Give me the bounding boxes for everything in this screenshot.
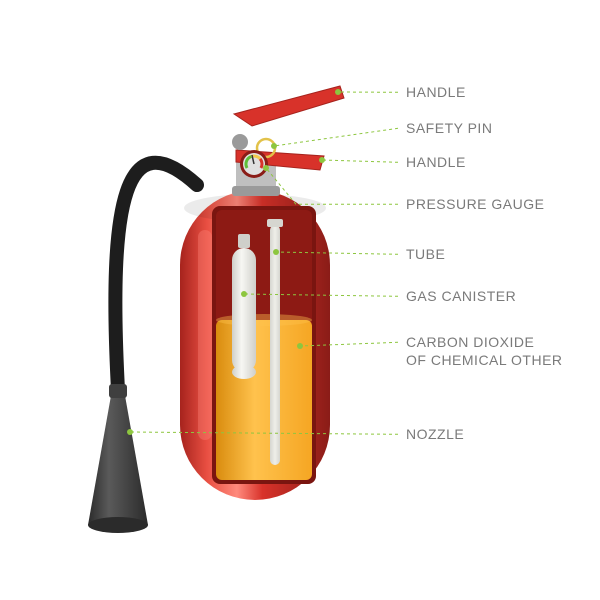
leader-dot-chemical xyxy=(297,343,303,349)
label-handle-top: HANDLE xyxy=(406,84,466,102)
siphon-tube-top xyxy=(267,219,283,227)
handle-top xyxy=(234,86,344,126)
label-nozzle: NOZZLE xyxy=(406,426,464,444)
label-pressure-gauge: PRESSURE GAUGE xyxy=(406,196,544,214)
leader-dot-handle-top xyxy=(335,89,341,95)
neck-ring xyxy=(232,186,280,196)
label-handle-bottom: HANDLE xyxy=(406,154,466,172)
leader-dot-gas-canister xyxy=(241,291,247,297)
nozzle-collar xyxy=(109,384,127,398)
leader-safety-pin xyxy=(274,128,398,146)
diagram-stage: HANDLE SAFETY PIN HANDLE PRESSURE GAUGE TUBE… xyxy=(0,0,600,600)
siphon-tube xyxy=(270,225,280,465)
leader-dot-tube xyxy=(273,249,279,255)
leader-handle-bottom xyxy=(322,160,398,162)
gas-canister-cap xyxy=(238,234,250,248)
nozzle-cone xyxy=(88,390,148,525)
label-tube: TUBE xyxy=(406,246,445,264)
cutaway-liquid xyxy=(216,320,312,480)
leader-dot-handle-bottom xyxy=(319,157,325,163)
leader-dot-pressure-gauge xyxy=(263,165,269,171)
gas-canister xyxy=(232,248,256,372)
label-chemical: CARBON DIOXIDE OF CHEMICAL OTHER xyxy=(406,334,563,369)
nozzle-mouth xyxy=(88,517,148,533)
cylinder-highlight xyxy=(198,230,212,440)
leader-dot-safety-pin xyxy=(271,143,277,149)
handle-pivot xyxy=(232,134,248,150)
leader-dot-nozzle xyxy=(127,429,133,435)
label-gas-canister: GAS CANISTER xyxy=(406,288,516,306)
label-safety-pin: SAFETY PIN xyxy=(406,120,492,138)
gas-canister-bottom xyxy=(232,365,256,379)
liquid-surface xyxy=(216,314,312,326)
